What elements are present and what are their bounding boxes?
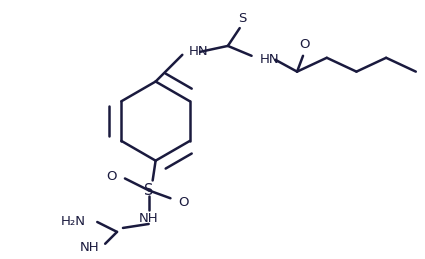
Text: S: S (238, 12, 247, 25)
Text: S: S (144, 183, 153, 198)
Text: HN: HN (188, 45, 208, 58)
Text: O: O (107, 170, 117, 183)
Text: HN: HN (260, 53, 279, 66)
Text: H₂N: H₂N (60, 215, 85, 228)
Text: O: O (178, 196, 189, 209)
Text: O: O (300, 38, 310, 52)
Text: NH: NH (79, 241, 99, 254)
Text: NH: NH (139, 212, 159, 225)
